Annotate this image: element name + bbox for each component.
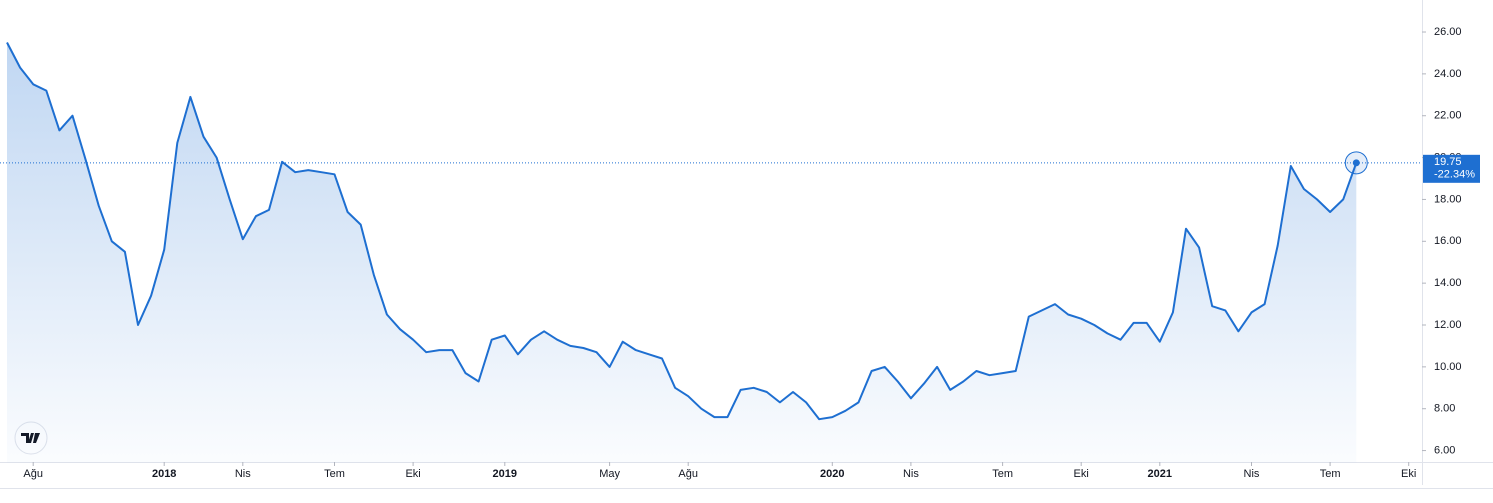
y-tick-label: 10.00: [1434, 361, 1462, 373]
last-point: [1352, 159, 1360, 167]
y-tick-label: 22.00: [1434, 110, 1462, 122]
x-tick-label: Tem: [324, 468, 345, 480]
y-tick-label: 8.00: [1434, 403, 1455, 415]
y-tick-label: 18.00: [1434, 193, 1462, 205]
x-tick-label: Nis: [235, 468, 251, 480]
change-label: -22.34%: [1434, 169, 1475, 181]
x-tick-label: Eki: [405, 468, 420, 480]
price-label: 19.75: [1434, 156, 1462, 168]
y-tick-label: 24.00: [1434, 68, 1462, 80]
x-tick-label: May: [599, 468, 620, 480]
x-tick-label: Eki: [1074, 468, 1089, 480]
y-tick-label: 12.00: [1434, 319, 1462, 331]
x-tick-label: Tem: [1320, 468, 1341, 480]
x-tick-label: 2020: [820, 468, 844, 480]
x-tick-label: Eki: [1401, 468, 1416, 480]
y-tick-label: 16.00: [1434, 235, 1462, 247]
area-fill: [7, 42, 1357, 463]
x-tick-label: Ağu: [23, 468, 43, 480]
price-line: [6, 42, 1358, 421]
x-tick-label: 2019: [493, 468, 517, 480]
y-tick-label: 26.00: [1434, 26, 1462, 38]
x-tick-label: 2021: [1148, 468, 1172, 480]
price-badge: [1423, 154, 1480, 183]
y-tick-label: 14.00: [1434, 277, 1462, 289]
y-tick-label: 6.00: [1434, 444, 1455, 456]
x-tick-label: Tem: [992, 468, 1013, 480]
x-tick-label: Ağu: [678, 468, 698, 480]
x-tick-label: Nis: [1244, 468, 1260, 480]
x-tick-label: 2018: [152, 468, 176, 480]
x-tick-label: Nis: [903, 468, 919, 480]
